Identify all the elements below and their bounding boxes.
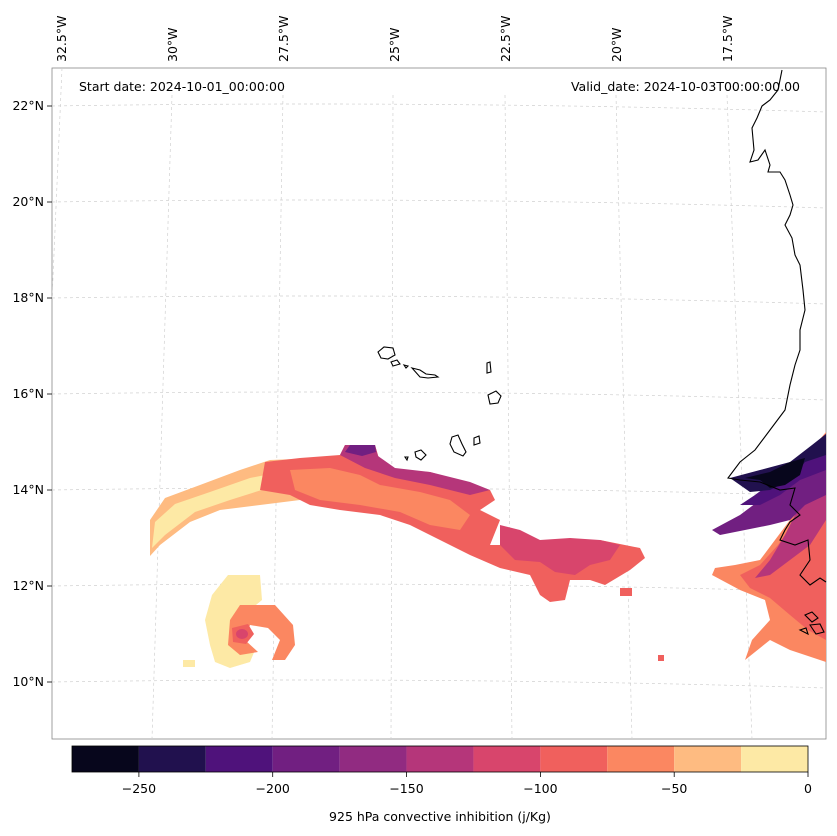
colorbar-swatch [741, 746, 808, 772]
cbar-tick-0: 0 [804, 781, 812, 796]
africa-coastline [727, 69, 827, 586]
colorbar-tick-labels: −250 −200 −150 −100 −50 0 [122, 781, 812, 796]
lat-label-14: 14°N [12, 482, 44, 497]
colorbar-swatch [272, 746, 340, 772]
lon-labels: 32.5°W 30°W 27.5°W 25°W 22.5°W 20°W 17.5… [54, 16, 735, 62]
lon-label-32-5: 32.5°W [54, 16, 69, 62]
cbar-tick-150: −150 [389, 781, 423, 796]
colorbar-swatch [540, 746, 608, 772]
lat-label-16: 16°N [12, 386, 44, 401]
island-boa-vista [487, 390, 502, 405]
axis-ticks [47, 105, 52, 683]
cin-band-central-deep [345, 445, 376, 456]
island-santa-luzia [402, 364, 410, 369]
lat-label-10: 10°N [12, 674, 44, 689]
cin-patch-a [620, 588, 632, 596]
map-frame [51, 67, 827, 740]
colorbar-swatch [607, 746, 675, 772]
colorbar-swatch [72, 746, 139, 772]
colorbar [72, 746, 808, 772]
island-fogo [414, 449, 427, 461]
cin-cyclone-center [236, 629, 248, 639]
lon-label-27-5: 27.5°W [276, 16, 291, 62]
cbar-tick-200: −200 [256, 781, 290, 796]
cin-patch-b [658, 655, 664, 661]
lat-label-20: 20°N [12, 194, 44, 209]
coastlines [377, 69, 827, 636]
lat-label-22: 22°N [12, 98, 44, 113]
colorbar-ticks [138, 772, 809, 777]
colorbar-swatch [406, 746, 474, 772]
island-brava [403, 456, 409, 462]
cin-east-black [745, 458, 805, 488]
island-sao-vicente [390, 359, 401, 367]
cin-cyclone-fragment [183, 660, 195, 667]
colorbar-label: 925 hPa convective inhibition (j/Kg) [329, 809, 551, 824]
island-maio [473, 435, 481, 446]
cin-band-central-dark [340, 445, 490, 495]
colorbar-outline [71, 745, 809, 773]
colorbar-swatch [674, 746, 742, 772]
lon-label-17-5: 17.5°W [720, 16, 735, 62]
lon-label-30: 30°W [165, 27, 180, 62]
cin-east-purple [712, 434, 826, 535]
colorbar-swatch [205, 746, 273, 772]
lat-label-12: 12°N [12, 578, 44, 593]
island-santo-antao [377, 346, 396, 360]
gridlines [51, 67, 827, 740]
lon-label-20: 20°W [609, 27, 624, 62]
cbar-tick-100: −100 [523, 781, 557, 796]
island-sal [486, 361, 492, 374]
bissagos-islands [798, 611, 825, 636]
valid-date-label: Valid_date: 2024-10-03T00:00:00.00 [571, 79, 800, 94]
cin-cyclone-ring [228, 605, 295, 660]
cin-contours [150, 432, 826, 668]
island-sao-nicolau [410, 367, 440, 379]
cin-band-central-mid [290, 468, 470, 530]
lat-labels: 22°N 20°N 18°N 16°N 14°N 12°N 10°N [12, 98, 44, 689]
start-date-label: Start date: 2024-10-01_00:00:00 [79, 79, 285, 94]
lon-label-22-5: 22.5°W [498, 16, 513, 62]
island-santiago [449, 434, 467, 457]
colorbar-swatch [473, 746, 541, 772]
cin-band-central-east [500, 525, 620, 575]
cin-east-indigo [740, 434, 826, 505]
cbar-tick-50: −50 [661, 781, 687, 796]
colorbar-swatch [339, 746, 407, 772]
cin-band-west-inner [152, 473, 275, 548]
colorbar-swatch [138, 746, 206, 772]
lon-label-25: 25°W [387, 27, 402, 62]
cbar-tick-250: −250 [122, 781, 156, 796]
lat-label-18: 18°N [12, 290, 44, 305]
